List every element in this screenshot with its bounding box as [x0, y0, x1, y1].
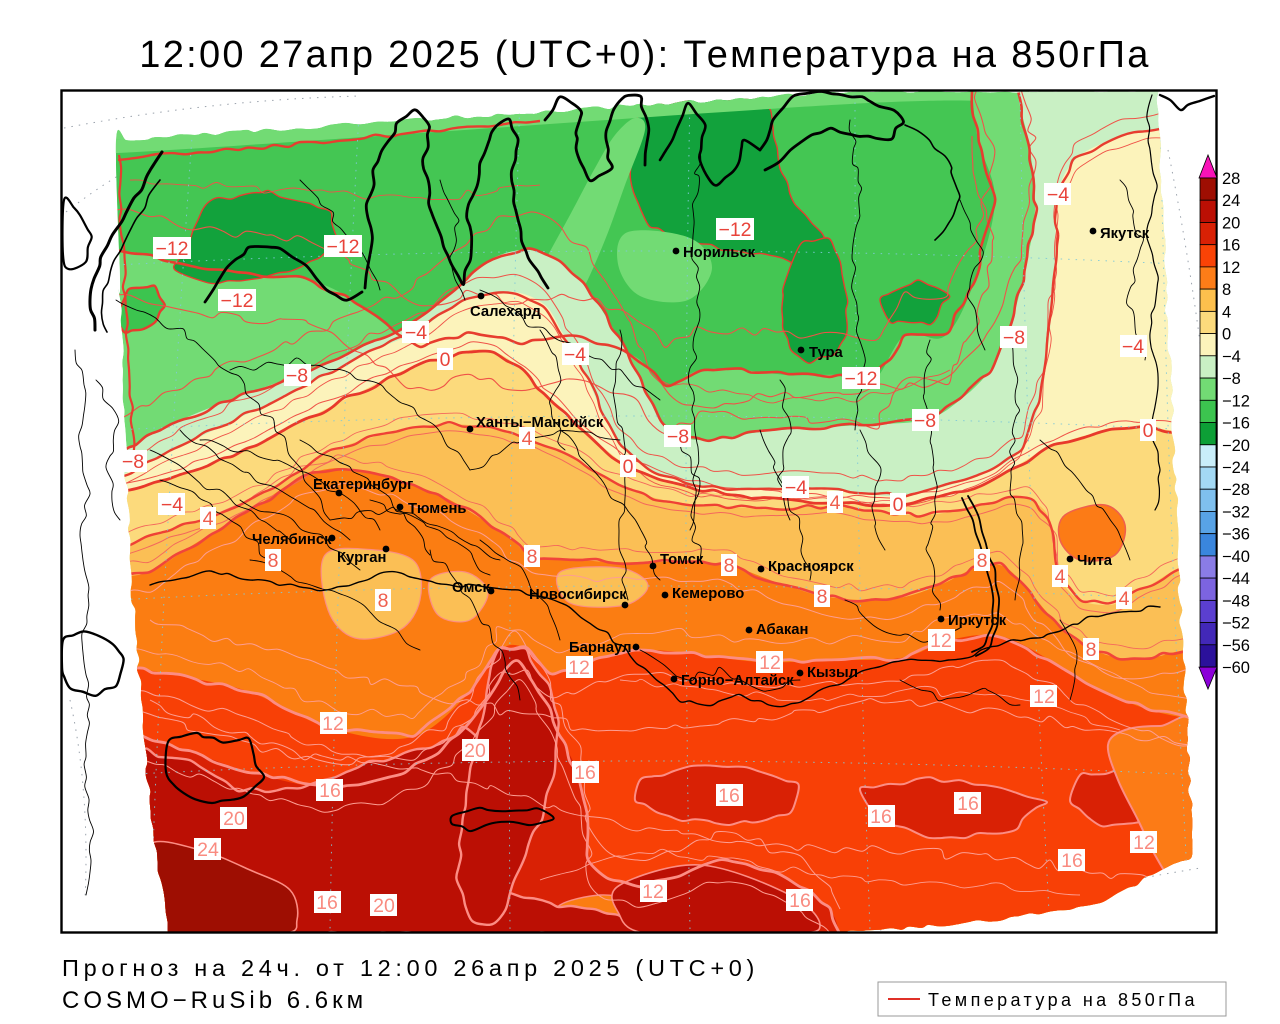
svg-text:Чита: Чита: [1077, 553, 1113, 569]
svg-text:16: 16: [870, 806, 892, 828]
svg-text:4: 4: [203, 508, 214, 530]
svg-text:8: 8: [527, 546, 538, 568]
svg-text:−8: −8: [286, 365, 308, 387]
svg-text:−12: −12: [1222, 392, 1250, 410]
svg-text:−4: −4: [1122, 336, 1144, 358]
svg-text:12: 12: [759, 652, 781, 674]
svg-text:4: 4: [1119, 588, 1130, 610]
svg-text:−8: −8: [1003, 327, 1025, 349]
svg-text:Якутск: Якутск: [1100, 226, 1150, 242]
svg-text:Салехард: Салехард: [470, 304, 541, 320]
svg-text:8: 8: [977, 550, 988, 572]
svg-text:28: 28: [1222, 170, 1240, 188]
svg-text:4: 4: [1222, 303, 1231, 321]
svg-text:−4: −4: [785, 477, 807, 499]
svg-text:20: 20: [223, 808, 245, 830]
svg-text:−20: −20: [1222, 437, 1250, 455]
svg-text:0: 0: [1143, 420, 1154, 442]
svg-text:−48: −48: [1222, 592, 1250, 610]
svg-text:12: 12: [1033, 686, 1055, 708]
svg-text:COSMO−RuSib 6.6км: COSMO−RuSib 6.6км: [62, 987, 367, 1014]
svg-text:12: 12: [568, 657, 590, 679]
svg-text:−32: −32: [1222, 504, 1250, 522]
svg-text:12: 12: [322, 713, 344, 735]
svg-text:−36: −36: [1222, 526, 1250, 544]
svg-text:12: 12: [930, 630, 952, 652]
svg-text:8: 8: [724, 555, 735, 577]
svg-text:4: 4: [1055, 566, 1066, 588]
svg-text:Кызыл: Кызыл: [807, 665, 858, 681]
svg-text:−8: −8: [914, 410, 936, 432]
svg-text:−12: −12: [326, 236, 359, 258]
svg-text:Томск: Томск: [660, 552, 704, 568]
svg-text:−4: −4: [1047, 184, 1069, 206]
svg-text:−4: −4: [1222, 348, 1241, 366]
svg-text:16: 16: [316, 892, 338, 914]
svg-text:16: 16: [574, 762, 596, 784]
svg-text:Курган: Курган: [337, 550, 386, 566]
svg-text:8: 8: [268, 550, 279, 572]
svg-text:Тура: Тура: [809, 345, 844, 361]
svg-text:−56: −56: [1222, 637, 1250, 655]
svg-text:0: 0: [623, 456, 634, 478]
svg-text:24: 24: [1222, 192, 1240, 210]
svg-text:Кемерово: Кемерово: [672, 586, 744, 602]
svg-text:20: 20: [1222, 215, 1240, 233]
svg-text:Температура на 850гПа: Температура на 850гПа: [928, 990, 1198, 1010]
svg-text:4: 4: [830, 492, 841, 514]
svg-text:−12: −12: [844, 368, 877, 390]
svg-text:12: 12: [642, 881, 664, 903]
svg-text:Горно−Алтайск: Горно−Алтайск: [681, 673, 794, 689]
svg-text:0: 0: [1222, 326, 1231, 344]
svg-text:8: 8: [1086, 639, 1097, 661]
svg-text:16: 16: [1061, 850, 1083, 872]
svg-text:16: 16: [789, 890, 811, 912]
svg-text:−12: −12: [220, 290, 253, 312]
svg-text:−4: −4: [564, 344, 586, 366]
svg-text:−16: −16: [1222, 415, 1250, 433]
svg-text:Иркутск: Иркутск: [948, 613, 1007, 629]
svg-text:16: 16: [957, 793, 979, 815]
svg-text:Барнаул: Барнаул: [569, 640, 632, 656]
svg-text:−60: −60: [1222, 659, 1250, 677]
svg-text:−44: −44: [1222, 570, 1250, 588]
svg-text:Екатеринбург: Екатеринбург: [313, 477, 413, 493]
svg-text:Норильск: Норильск: [683, 245, 756, 261]
svg-text:Челябинск: Челябинск: [252, 532, 332, 548]
svg-text:−24: −24: [1222, 459, 1250, 477]
svg-text:8: 8: [1222, 281, 1231, 299]
svg-text:12:00 27апр 2025 (UTC+0): Темп: 12:00 27апр 2025 (UTC+0): Температура на…: [139, 34, 1150, 76]
svg-text:Новосибирск: Новосибирск: [529, 587, 627, 603]
svg-text:Омск: Омск: [452, 580, 490, 596]
svg-text:−4: −4: [405, 322, 427, 344]
svg-text:16: 16: [718, 785, 740, 807]
svg-text:−4: −4: [161, 494, 183, 516]
svg-text:−8: −8: [667, 426, 689, 448]
svg-text:Абакан: Абакан: [756, 622, 808, 638]
svg-text:−12: −12: [718, 219, 751, 241]
svg-text:12: 12: [1222, 259, 1240, 277]
svg-text:12: 12: [1133, 832, 1155, 854]
svg-text:Красноярск: Красноярск: [768, 559, 854, 575]
svg-text:20: 20: [464, 740, 486, 762]
svg-text:0: 0: [893, 494, 904, 516]
svg-text:0: 0: [440, 349, 451, 371]
svg-text:−8: −8: [1222, 370, 1241, 388]
svg-text:−52: −52: [1222, 615, 1250, 633]
svg-text:Ханты−Мансийск: Ханты−Мансийск: [476, 415, 604, 431]
svg-text:8: 8: [817, 586, 828, 608]
svg-text:−28: −28: [1222, 481, 1250, 499]
svg-text:16: 16: [319, 780, 341, 802]
svg-text:−8: −8: [122, 451, 144, 473]
svg-text:Тюмень: Тюмень: [408, 501, 467, 517]
svg-text:16: 16: [1222, 237, 1240, 255]
svg-text:4: 4: [522, 428, 533, 450]
svg-text:−12: −12: [155, 238, 188, 260]
svg-text:20: 20: [373, 895, 395, 917]
svg-text:Прогноз на 24ч. от 12:00 26апр: Прогноз на 24ч. от 12:00 26апр 2025 (UTC…: [62, 955, 759, 981]
svg-text:24: 24: [197, 839, 219, 861]
svg-text:−40: −40: [1222, 548, 1250, 566]
svg-text:8: 8: [378, 590, 389, 612]
